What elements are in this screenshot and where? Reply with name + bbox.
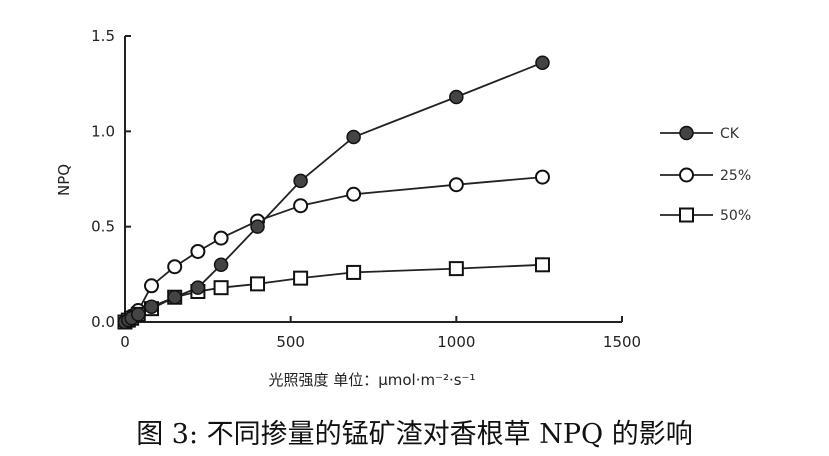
x-tick-label: 1500	[603, 333, 641, 351]
x-tick-label: 500	[276, 333, 305, 351]
figure-caption: 图 3: 不同掺量的锰矿渣对香根草 NPQ 的影响	[136, 419, 693, 450]
data-point	[144, 299, 159, 314]
data-point	[190, 280, 206, 295]
data-point	[213, 257, 229, 273]
data-point	[346, 186, 362, 202]
data-point	[448, 177, 464, 193]
series-line	[124, 176, 543, 323]
series-25pct	[117, 169, 550, 330]
y-axis-title: NPQ	[55, 164, 73, 196]
data-point	[346, 264, 362, 280]
legend-entry: 25%	[660, 167, 751, 184]
series-line	[124, 61, 543, 323]
data-point	[534, 169, 550, 185]
legend-marker	[679, 125, 694, 141]
x-tick-label: 1000	[437, 333, 475, 351]
legend-label: CK	[720, 126, 740, 142]
legend-marker	[679, 207, 694, 223]
npq-line-chart: 0.0 0.5 1.0 1.5 0 500 1000 1500 CK 25% 50% NPQ 光照…	[55, 27, 751, 389]
legend-entry: 50%	[660, 207, 751, 224]
data-point	[346, 129, 361, 145]
data-point	[167, 259, 183, 275]
x-tick-label: 0	[120, 333, 130, 351]
y-tick-label: 1.0	[91, 122, 115, 140]
series-line	[124, 263, 543, 323]
data-point	[293, 198, 309, 214]
x-axis-title: 光照强度 单位：μmol·m⁻²·s⁻¹	[268, 371, 475, 389]
y-tick-label: 0.5	[91, 218, 115, 236]
chart-axes: 0.0 0.5 1.0 1.5 0 500 1000 1500	[91, 27, 641, 351]
data-point	[293, 173, 308, 189]
data-point	[449, 89, 464, 105]
legend-marker	[679, 167, 694, 183]
y-tick-label: 0.0	[91, 313, 115, 331]
legend-label: 25%	[720, 168, 751, 184]
data-point	[535, 55, 550, 70]
series-ck	[117, 55, 550, 330]
data-point	[144, 278, 160, 294]
data-point	[167, 289, 182, 305]
data-point	[534, 257, 550, 273]
data-point	[131, 307, 146, 322]
data-point	[213, 230, 229, 246]
series-layer	[117, 55, 550, 330]
legend-entry: CK	[660, 125, 740, 142]
chart-legend: CK 25% 50%	[660, 125, 751, 224]
data-point	[250, 276, 266, 292]
data-point	[293, 270, 309, 286]
data-point	[448, 261, 464, 277]
data-point	[250, 219, 265, 234]
y-tick-label: 1.5	[91, 27, 115, 45]
data-point	[190, 243, 206, 259]
legend-label: 50%	[720, 208, 751, 224]
data-point	[213, 280, 229, 296]
